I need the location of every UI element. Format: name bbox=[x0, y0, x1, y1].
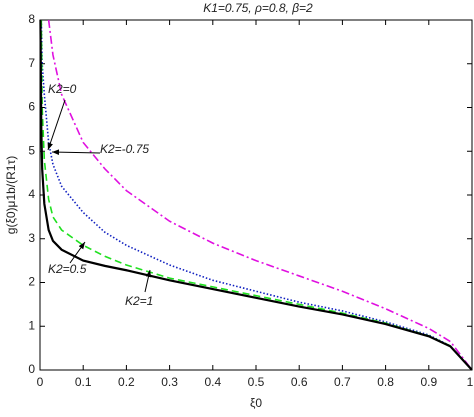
x-tick-label: 0.7 bbox=[334, 375, 351, 389]
y-tick-label: 4 bbox=[28, 187, 35, 201]
annotation-arrow bbox=[69, 241, 86, 264]
series-line bbox=[47, 19, 473, 371]
annotation: K2=0.5 bbox=[48, 262, 87, 276]
annotation-arrow bbox=[47, 99, 66, 151]
y-axis-label: g(ξ0)μ1b/(R1τ) bbox=[4, 156, 18, 234]
x-tick-label: 0.3 bbox=[161, 375, 178, 389]
y-tick-label: 2 bbox=[28, 275, 35, 289]
y-tick-label: 7 bbox=[28, 56, 35, 70]
x-tick-label: 0.8 bbox=[377, 375, 394, 389]
x-tick-label: 0.2 bbox=[118, 375, 135, 389]
annotation: K2=0 bbox=[48, 82, 77, 96]
annotation-arrow bbox=[144, 269, 152, 293]
x-tick-label: 0.4 bbox=[204, 375, 221, 389]
y-tick-label: 6 bbox=[28, 100, 35, 114]
x-tick-label: 1 bbox=[467, 375, 474, 389]
series-line bbox=[40, 19, 473, 371]
annotation-arrow bbox=[51, 149, 101, 155]
x-tick-label: 0.1 bbox=[75, 375, 92, 389]
y-tick-label: 8 bbox=[28, 12, 35, 26]
annotation: K2=1 bbox=[125, 294, 153, 308]
x-tick-label: 0 bbox=[37, 375, 44, 389]
x-tick-label: 0.5 bbox=[248, 375, 265, 389]
series-line bbox=[40, 19, 473, 371]
plot-frame bbox=[39, 19, 473, 371]
y-tick-label: 5 bbox=[28, 143, 35, 157]
y-tick-label: 0 bbox=[28, 362, 35, 376]
y-tick-label: 1 bbox=[28, 318, 35, 332]
x-tick-label: 0.6 bbox=[291, 375, 308, 389]
y-tick-label: 3 bbox=[28, 231, 35, 245]
chart-title: K1=0.75, ρ=0.8, β=2 bbox=[203, 1, 313, 15]
x-axis-label: ξ0 bbox=[250, 396, 262, 410]
x-tick-label: 0.9 bbox=[420, 375, 437, 389]
series-line bbox=[39, 19, 473, 371]
annotation: K2=-0.75 bbox=[100, 142, 149, 156]
